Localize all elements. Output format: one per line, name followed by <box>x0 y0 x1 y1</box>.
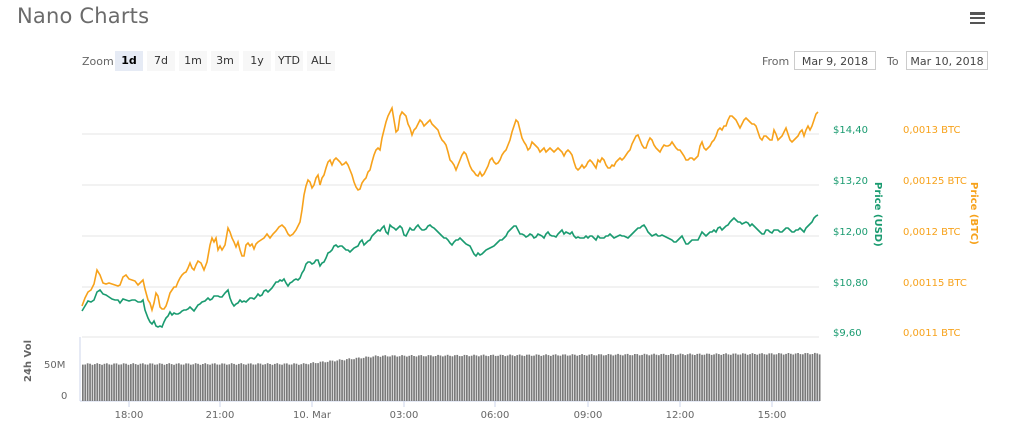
svg-text:$12,00: $12,00 <box>833 227 868 238</box>
usd-price-line <box>81 214 819 329</box>
vol-tick-0: 0 <box>61 391 67 402</box>
gridlines <box>82 133 819 338</box>
zoom-button-7d[interactable]: 7d <box>147 51 175 71</box>
zoom-button-1y[interactable]: 1y <box>243 51 271 71</box>
svg-text:0,00115 BTC: 0,00115 BTC <box>903 278 967 289</box>
svg-text:0,0012 BTC: 0,0012 BTC <box>903 227 961 238</box>
to-label: To <box>887 55 899 68</box>
svg-text:$9,60: $9,60 <box>833 328 862 339</box>
svg-text:18:00: 18:00 <box>115 410 144 421</box>
zoom-button-1m[interactable]: 1m <box>179 51 207 71</box>
usd-axis-labels: $14,40 $13,20 $12,00 $10,80 $9,60 <box>833 125 868 339</box>
svg-text:09:00: 09:00 <box>574 410 603 421</box>
svg-text:$14,40: $14,40 <box>833 125 868 136</box>
svg-text:0,0011 BTC: 0,0011 BTC <box>903 328 961 339</box>
svg-text:0,0013 BTC: 0,0013 BTC <box>903 125 961 136</box>
svg-text:03:00: 03:00 <box>390 410 419 421</box>
x-axis-labels: 18:00 21:00 10. Mar 03:00 06:00 09:00 12… <box>115 410 787 421</box>
svg-text:12:00: 12:00 <box>666 410 695 421</box>
from-date-input[interactable]: Mar 9, 2018 <box>794 51 876 70</box>
volume-bars <box>82 352 821 401</box>
zoom-button-1d[interactable]: 1d <box>115 51 143 71</box>
svg-text:0,00125 BTC: 0,00125 BTC <box>903 176 967 187</box>
zoom-button-3m[interactable]: 3m <box>211 51 239 71</box>
zoom-button-ytd[interactable]: YTD <box>275 51 303 71</box>
svg-text:21:00: 21:00 <box>206 410 235 421</box>
svg-text:$10,80: $10,80 <box>833 278 868 289</box>
svg-text:$13,20: $13,20 <box>833 176 868 187</box>
vol-tick-50m: 50M <box>44 360 65 371</box>
usd-axis-title: Price (USD) <box>872 182 883 247</box>
from-label: From <box>762 55 790 68</box>
to-date-input[interactable]: Mar 10, 2018 <box>906 51 988 70</box>
svg-text:10. Mar: 10. Mar <box>293 410 332 421</box>
zoom-label: Zoom <box>82 55 114 68</box>
hamburger-menu-icon[interactable] <box>970 12 985 25</box>
btc-axis-title: Price (BTC) <box>968 182 979 245</box>
svg-text:06:00: 06:00 <box>481 410 510 421</box>
x-axis-ticks <box>128 401 773 407</box>
page-title: Nano Charts <box>17 4 150 28</box>
vol-axis-title: 24h Vol <box>23 340 34 382</box>
btc-price-line <box>81 105 819 313</box>
svg-text:15:00: 15:00 <box>758 410 787 421</box>
zoom-button-all[interactable]: ALL <box>307 51 335 71</box>
btc-axis-labels: 0,0013 BTC 0,00125 BTC 0,0012 BTC 0,0011… <box>903 125 967 339</box>
